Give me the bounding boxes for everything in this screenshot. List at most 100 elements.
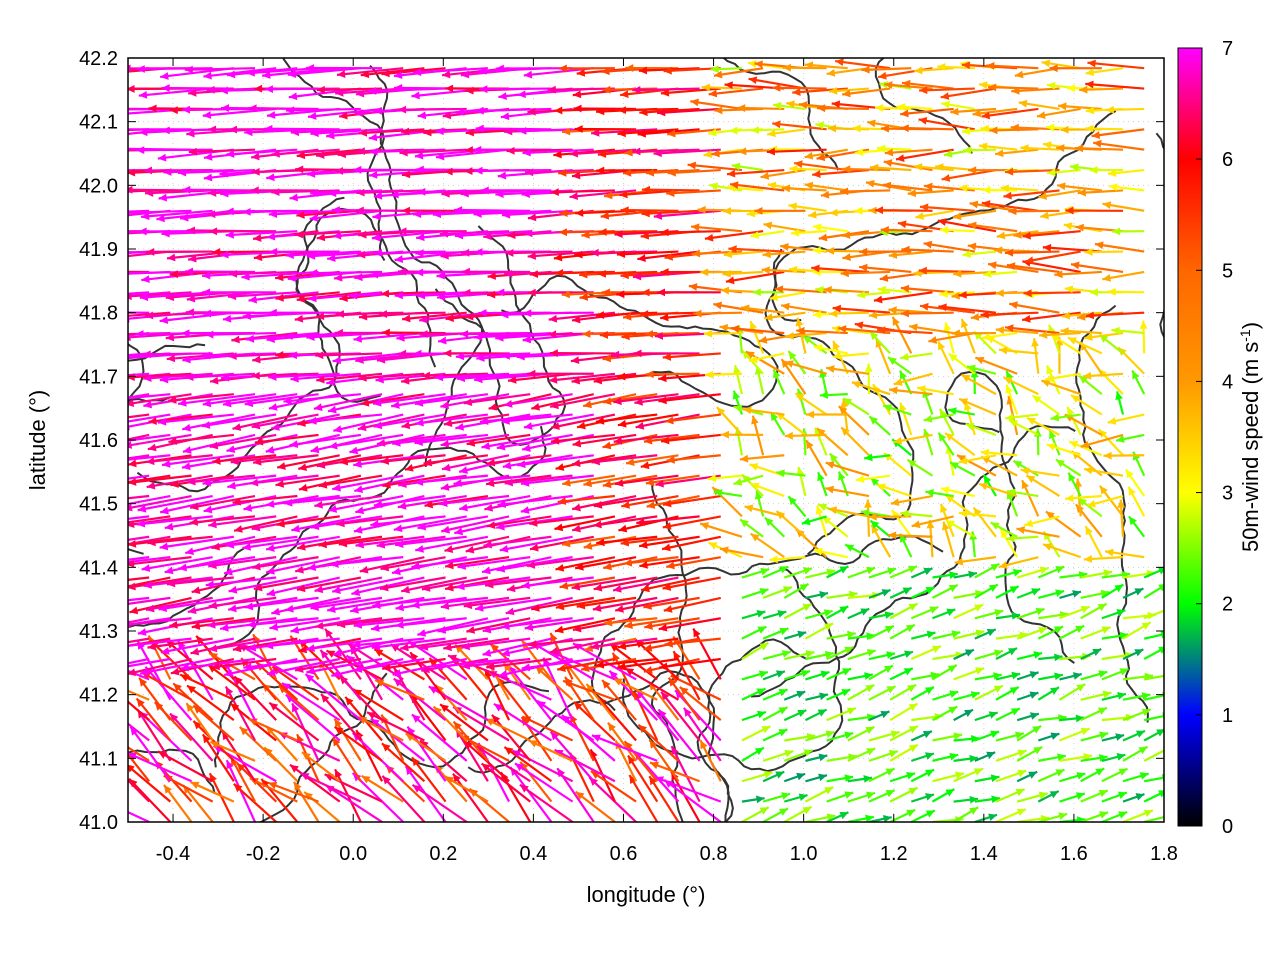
wind-vector — [931, 705, 958, 722]
wind-vector-shaft — [456, 576, 531, 589]
wind-vector — [336, 515, 404, 528]
wind-vector-head — [572, 524, 581, 533]
wind-vector-shaft — [554, 617, 616, 633]
wind-vector-head — [314, 585, 324, 594]
wind-vector-head — [338, 539, 348, 548]
wind-vector — [805, 590, 829, 599]
wind-vector-shaft — [128, 515, 171, 524]
wind-vector — [826, 605, 849, 620]
wind-vector-head — [128, 582, 136, 591]
wind-vector — [868, 567, 897, 579]
wind-vector-head — [620, 538, 630, 547]
wind-vector-head — [778, 808, 788, 816]
wind-vector — [141, 556, 213, 572]
wind-vector-head — [298, 645, 308, 654]
wind-vector-head — [210, 741, 220, 749]
wind-vector — [764, 516, 786, 538]
wind-vector-head — [253, 583, 263, 592]
wind-vector-head — [145, 604, 155, 613]
wind-vector — [201, 733, 235, 782]
wind-vector-head — [819, 590, 829, 599]
wind-vector-shaft — [310, 515, 383, 529]
wind-vector-head — [291, 524, 301, 533]
wind-vector-shaft — [128, 700, 150, 721]
wind-vector-head — [839, 606, 849, 614]
wind-vector — [801, 515, 827, 526]
wind-vector-head — [141, 564, 151, 572]
wind-vector-shaft — [128, 617, 150, 624]
wind-vector — [910, 809, 936, 822]
wind-vector-shaft — [265, 556, 340, 574]
wind-vector-head — [504, 746, 514, 755]
wind-vector-head — [639, 540, 648, 549]
wind-vector-head — [208, 644, 218, 653]
wind-vector-head — [659, 662, 668, 671]
wind-vector-shaft — [419, 739, 468, 783]
wind-vector — [129, 726, 172, 782]
wind-vector-shaft — [331, 576, 404, 593]
wind-vector — [612, 576, 679, 593]
wind-vector-head — [954, 557, 964, 566]
wind-vector — [571, 576, 637, 591]
wind-vector-shaft — [641, 188, 700, 192]
wind-vector — [995, 612, 1021, 620]
wind-vector-head — [180, 663, 190, 672]
wind-vector-head — [1055, 589, 1065, 597]
wind-vector-shaft — [409, 693, 447, 742]
wind-vector-head — [618, 524, 628, 533]
wind-vector — [211, 657, 277, 671]
wind-vector-head — [1083, 555, 1093, 563]
wind-vector — [628, 774, 659, 822]
wind-vector — [889, 586, 913, 599]
wind-vector — [889, 602, 919, 620]
wind-vector-head — [602, 680, 611, 689]
wind-vector — [291, 515, 362, 533]
wind-vector-head — [490, 644, 500, 653]
wind-vector-head — [208, 520, 217, 529]
wind-vector-shaft — [576, 596, 637, 608]
wind-vector-head — [818, 773, 828, 782]
wind-vector-head — [1076, 684, 1086, 692]
wind-vector — [499, 535, 573, 553]
wind-vector-head — [445, 583, 454, 592]
wind-vector-shaft — [240, 657, 278, 701]
wind-vector-head — [521, 663, 531, 672]
wind-vector-shaft — [1143, 694, 1164, 701]
wind-vector-head — [866, 632, 875, 641]
wind-vector — [847, 683, 875, 701]
wind-vector-head — [484, 669, 493, 679]
wind-vector-head — [925, 769, 935, 777]
wind-vector-head — [310, 522, 320, 531]
wind-vector-head — [331, 670, 341, 678]
wind-vector-shaft — [486, 515, 552, 528]
wind-vector-shaft — [190, 637, 256, 655]
wind-vector-shaft — [163, 774, 214, 803]
wind-vector-shaft — [670, 674, 722, 701]
wind-vector — [243, 657, 319, 671]
wind-vector-head — [483, 540, 493, 549]
wind-vector — [486, 657, 552, 671]
wind-vector — [415, 535, 489, 553]
wind-vector-head — [844, 646, 854, 654]
wind-vector-shaft — [242, 535, 319, 550]
wind-vector-head — [557, 664, 566, 673]
wind-vector-head — [554, 523, 564, 532]
wind-vector-head — [580, 664, 590, 672]
wind-vector — [1083, 555, 1124, 563]
wind-vector-head — [969, 807, 979, 815]
wind-vector-head — [598, 697, 607, 706]
wind-vector-shaft — [244, 596, 319, 609]
wind-vector — [868, 588, 891, 599]
wind-vector — [889, 565, 918, 579]
wind-vector — [417, 617, 489, 637]
wind-vector — [932, 690, 959, 701]
wind-vector-shaft — [411, 713, 468, 762]
wind-vector-head — [561, 715, 571, 724]
wind-vector-head — [461, 642, 471, 651]
wind-vector-head — [1017, 769, 1027, 778]
wind-vector-shaft — [603, 617, 658, 625]
wind-vector — [128, 535, 192, 548]
wind-vector — [1045, 510, 1082, 538]
wind-vector-head — [949, 571, 958, 579]
wind-vector-head — [764, 517, 774, 527]
